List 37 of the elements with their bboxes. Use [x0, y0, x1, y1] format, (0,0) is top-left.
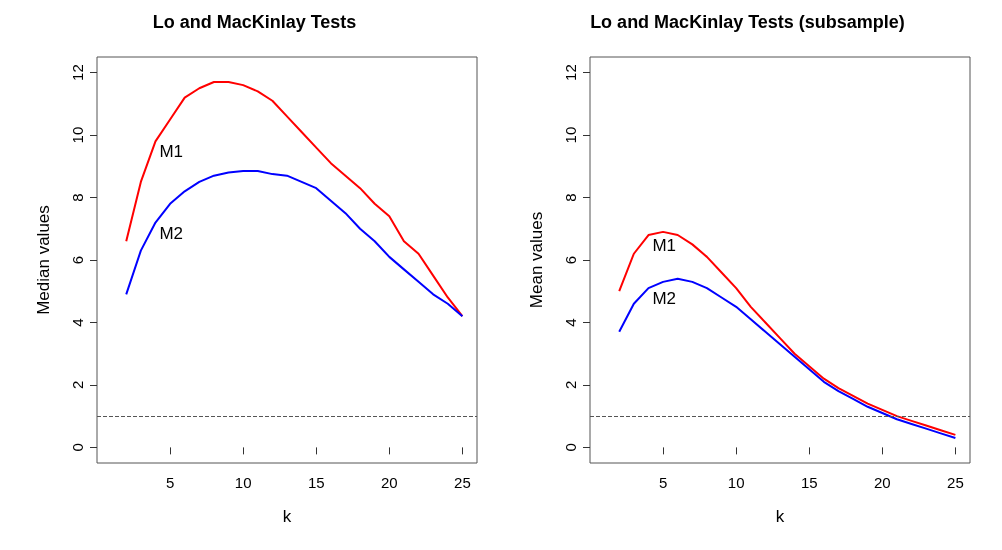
- y-tick-label: 12: [69, 64, 86, 81]
- line-series: [618, 277, 957, 440]
- y-tick-label: 0: [69, 443, 86, 452]
- y-axis-title: Mean values: [527, 211, 546, 309]
- y-tick-label: 10: [562, 126, 579, 144]
- x-tick-label: 15: [307, 474, 325, 491]
- x-axis-title: k: [282, 507, 292, 526]
- chart-title: Lo and MacKinlay Tests: [152, 12, 357, 32]
- x-tick-label: 10: [234, 474, 252, 491]
- chart-title: Lo and MacKinlay Tests (subsample): [590, 12, 905, 32]
- y-tick-label: 6: [562, 255, 579, 265]
- y-tick-label: 4: [562, 318, 579, 327]
- x-tick-label: 25: [947, 474, 964, 491]
- y-tick-label: 2: [69, 380, 86, 390]
- y-tick-label: 0: [562, 443, 579, 452]
- y-axis-title: Median values: [34, 205, 53, 315]
- y-tick-label: 2: [562, 380, 579, 390]
- annotation: M2: [652, 289, 677, 309]
- line-series: [618, 230, 957, 436]
- annotation: M2: [159, 223, 184, 243]
- annotation: M1: [159, 142, 184, 162]
- y-tick-label: 10: [69, 126, 86, 144]
- y-tick-label: 8: [562, 193, 579, 202]
- x-tick-label: 20: [380, 474, 398, 491]
- x-tick-label: 10: [727, 474, 745, 491]
- x-tick-label: 20: [873, 474, 891, 491]
- y-tick-label: 8: [69, 193, 86, 202]
- y-tick-label: 6: [69, 255, 86, 265]
- y-tick-label: 12: [562, 64, 579, 81]
- line-series: [125, 169, 464, 318]
- x-tick-label: 25: [454, 474, 471, 491]
- y-tick-label: 4: [69, 318, 86, 327]
- x-tick-label: 5: [658, 474, 668, 491]
- x-tick-label: 5: [165, 474, 175, 491]
- annotation: M1: [652, 236, 677, 256]
- x-axis-title: k: [775, 507, 785, 526]
- x-tick-label: 15: [800, 474, 818, 491]
